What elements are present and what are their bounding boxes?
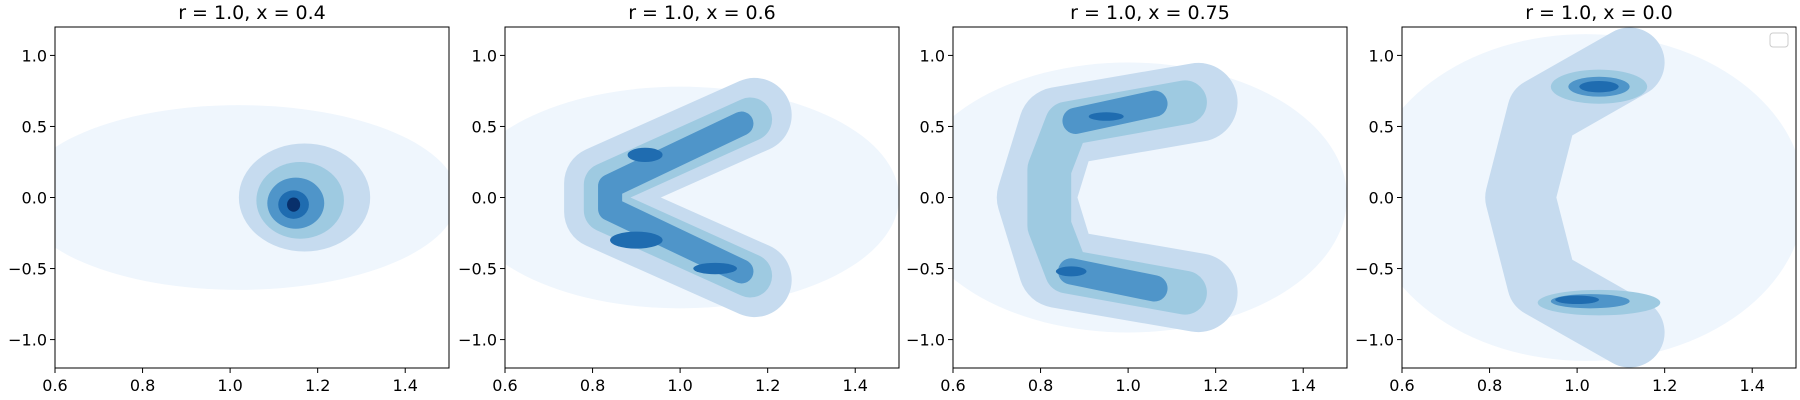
x-tick-label: 1.2	[305, 376, 330, 395]
y-tick-label: 1.0	[1369, 46, 1394, 65]
y-tick-label: −0.5	[458, 260, 497, 279]
contour-level-5	[1555, 295, 1599, 305]
chart-title: r = 1.0, x = 0.0	[1525, 2, 1673, 24]
y-tick-label: −1.0	[1355, 331, 1394, 350]
density-contours	[505, 77, 899, 318]
x-tick-label: 0.8	[1028, 376, 1053, 395]
y-tick-label: −1.0	[906, 331, 945, 350]
density-contours	[55, 105, 449, 290]
x-tick-label: 0.8	[130, 376, 155, 395]
x-tick-label: 1.2	[1652, 376, 1677, 395]
contour-level-4	[1062, 90, 1168, 134]
y-tick-label: −0.5	[8, 260, 47, 279]
x-tick-label: 1.2	[1203, 376, 1228, 395]
x-tick-label: 1.0	[217, 376, 242, 395]
x-tick-label: 0.6	[940, 376, 965, 395]
contour-level-5	[627, 147, 663, 162]
x-tick-label: 1.4	[842, 376, 867, 395]
contour-level-5	[1088, 112, 1124, 121]
x-tick-label: 1.0	[1564, 376, 1589, 395]
y-tick-label: 0.0	[920, 189, 945, 208]
contour-level-6	[287, 197, 301, 212]
x-tick-label: 1.4	[392, 376, 417, 395]
contour-level-4	[598, 111, 754, 284]
chart-title: r = 1.0, x = 0.6	[628, 2, 776, 24]
x-tick-label: 0.6	[42, 376, 67, 395]
y-tick-label: 1.0	[472, 46, 497, 65]
chart-title: r = 1.0, x = 0.75	[1070, 2, 1230, 24]
chart-panel-1: 0.6 0.8 1.0 1.2 1.4 −1.0 −0.5 0.0 0.5 1.0 r = 1.0,…	[8, 2, 450, 395]
y-tick-label: −0.5	[906, 260, 945, 279]
contour-level-5	[1579, 80, 1619, 93]
chart-panel-3: 0.6 0.8 1.0 1.2 1.4 −1.0 −0.5 0.0 0.5 1.0 r = 1.0,…	[906, 2, 1348, 395]
y-tick-label: 1.0	[22, 46, 47, 65]
contour-level-5	[610, 231, 663, 249]
y-tick-label: 0.5	[472, 117, 497, 136]
x-tick-label: 1.0	[667, 376, 692, 395]
chart-panel-4: 0.6 0.8 1.0 1.2 1.4 −1.0 −0.5 0.0 0.5 1.0 r = 1.0,…	[1355, 2, 1797, 395]
x-tick-label: 1.4	[1739, 376, 1764, 395]
y-tick-label: 1.0	[920, 46, 945, 65]
y-tick-label: 0.0	[472, 189, 497, 208]
chart-title: r = 1.0, x = 0.4	[178, 2, 326, 24]
y-tick-label: 0.5	[22, 117, 47, 136]
y-tick-label: −0.5	[1355, 260, 1394, 279]
x-tick-label: 0.6	[1389, 376, 1414, 395]
y-tick-label: −1.0	[8, 331, 47, 350]
y-tick-label: −1.0	[458, 331, 497, 350]
density-contours	[953, 62, 1347, 333]
x-tick-label: 0.6	[492, 376, 517, 395]
y-tick-label: 0.5	[1369, 117, 1394, 136]
x-tick-label: 0.8	[580, 376, 605, 395]
x-tick-label: 0.8	[1477, 376, 1502, 395]
y-tick-label: 0.5	[920, 117, 945, 136]
legend-box	[1769, 32, 1789, 48]
x-tick-label: 1.2	[755, 376, 780, 395]
contour-level-5	[693, 262, 738, 275]
contour-level-1	[1402, 34, 1796, 361]
y-tick-label: 0.0	[1369, 189, 1394, 208]
x-tick-label: 1.0	[1115, 376, 1140, 395]
contour-level-5	[1055, 266, 1087, 277]
density-contours	[1402, 27, 1796, 368]
chart-panel-2: 0.6 0.8 1.0 1.2 1.4 −1.0 −0.5 0.0 0.5 1.0 r = 1.0,…	[458, 2, 900, 395]
contour-level-4	[1058, 258, 1168, 302]
x-tick-label: 1.4	[1290, 376, 1315, 395]
y-tick-label: 0.0	[22, 189, 47, 208]
